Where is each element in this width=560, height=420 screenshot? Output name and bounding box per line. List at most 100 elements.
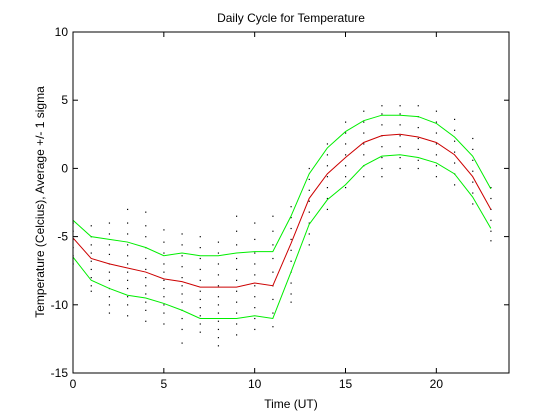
- scatter-point: [236, 230, 238, 232]
- scatter-point: [272, 257, 274, 260]
- scatter-point: [199, 268, 201, 271]
- scatter-point: [199, 315, 201, 317]
- scatter-point: [308, 222, 310, 224]
- scatter-point: [145, 268, 147, 271]
- scatter-point: [345, 143, 347, 145]
- scatter-point: [454, 162, 456, 164]
- scatter-point: [217, 320, 220, 322]
- scatter-point: [272, 230, 274, 232]
- scatter-point: [417, 148, 419, 150]
- scatter-point: [199, 331, 201, 333]
- scatter-point: [399, 156, 401, 159]
- y-tick-label: -10: [51, 298, 69, 312]
- scatter-point: [145, 285, 147, 287]
- scatter-point: [363, 132, 365, 134]
- scatter-point: [127, 255, 129, 257]
- scatter-point: [308, 200, 310, 202]
- scatter-point: [381, 124, 383, 126]
- scatter-point: [181, 277, 183, 279]
- scatter-point: [272, 244, 274, 246]
- scatter-point: [381, 167, 383, 170]
- scatter-point: [127, 287, 129, 290]
- scatter-point: [254, 222, 256, 224]
- scatter-point: [90, 244, 92, 246]
- scatter-point: [217, 328, 220, 331]
- scatter-point: [163, 229, 165, 231]
- scatter-point: [254, 307, 256, 309]
- scatter-point: [254, 317, 256, 320]
- axis-ticks-layer: 0 5 10 15 20 -15 -10 -5 0 5 10: [51, 25, 509, 391]
- scatter-point: [108, 244, 111, 246]
- scatter-point: [254, 274, 256, 276]
- plot-frame: [72, 31, 510, 374]
- scatter-point: [236, 301, 238, 303]
- scatter-point: [345, 121, 347, 123]
- scatter-point: [490, 197, 492, 200]
- scatter-point: [145, 293, 147, 295]
- scatter-point: [217, 312, 220, 314]
- scatter-point: [108, 253, 111, 256]
- scatter-point: [308, 233, 310, 235]
- scatter-point: [308, 189, 310, 191]
- scatter-point: [217, 296, 220, 298]
- scatter-point: [472, 203, 474, 205]
- scatter-point: [435, 176, 438, 178]
- scatter-point: [181, 301, 183, 303]
- scatter-point: [181, 293, 183, 295]
- scatter-point: [181, 285, 183, 287]
- scatter-point: [90, 290, 92, 292]
- scatter-point: [345, 165, 347, 167]
- scatter-point: [217, 274, 220, 276]
- scatter-point: [163, 271, 165, 273]
- scatter-point: [381, 176, 383, 178]
- scatter-point: [490, 240, 492, 242]
- scatter-point: [381, 113, 383, 115]
- scatter-point: [290, 293, 292, 295]
- scatter-point: [272, 312, 274, 314]
- scatter-point: [454, 184, 456, 186]
- scatter-point: [490, 208, 492, 211]
- scatter-point: [326, 176, 329, 178]
- scatter-point: [108, 296, 111, 298]
- scatter-point: [108, 222, 111, 224]
- scatter-point: [254, 263, 256, 265]
- scatter-point: [236, 215, 238, 217]
- scatter-point: [326, 165, 329, 167]
- scatter-point: [127, 315, 129, 317]
- scatter-point: [108, 304, 111, 306]
- scatter-point: [417, 137, 419, 140]
- scatter-point: [236, 312, 238, 314]
- scatter-point: [108, 233, 111, 235]
- scatter-point: [472, 148, 474, 150]
- scatter-point: [490, 187, 492, 189]
- scatter-point: [163, 263, 165, 265]
- scatter-point: [381, 156, 383, 159]
- scatter-point: [254, 238, 256, 241]
- scatter-point: [145, 257, 147, 260]
- scatter-point: [217, 252, 220, 254]
- x-axis-label: Time (UT): [264, 397, 318, 411]
- scatter-point: [181, 317, 183, 320]
- scatter-point: [199, 307, 201, 309]
- chart-title: Daily Cycle for Temperature: [217, 11, 365, 25]
- x-tick-label: 0: [70, 377, 77, 391]
- y-axis-label: Temperature (Celcius), Average +/- 1 sig…: [33, 86, 47, 318]
- scatter-point: [326, 208, 329, 211]
- scatter-point: [435, 110, 438, 112]
- scatter-point: [236, 268, 238, 271]
- scatter-point: [127, 222, 129, 224]
- scatter-point: [326, 187, 329, 189]
- scatter-point: [254, 285, 256, 287]
- scatter-point: [290, 238, 292, 241]
- scatter-point: [290, 282, 292, 284]
- scatter-point: [163, 279, 165, 281]
- scatter-point: [163, 323, 165, 325]
- scatter-point: [199, 247, 201, 249]
- scatter-point: [254, 328, 256, 331]
- scatter-point: [435, 132, 438, 134]
- scatter-point: [145, 320, 147, 322]
- scatter-point: [363, 110, 365, 112]
- scatter-point: [490, 230, 492, 232]
- scatter-point: [454, 118, 456, 120]
- y-tick-label: -15: [51, 366, 69, 380]
